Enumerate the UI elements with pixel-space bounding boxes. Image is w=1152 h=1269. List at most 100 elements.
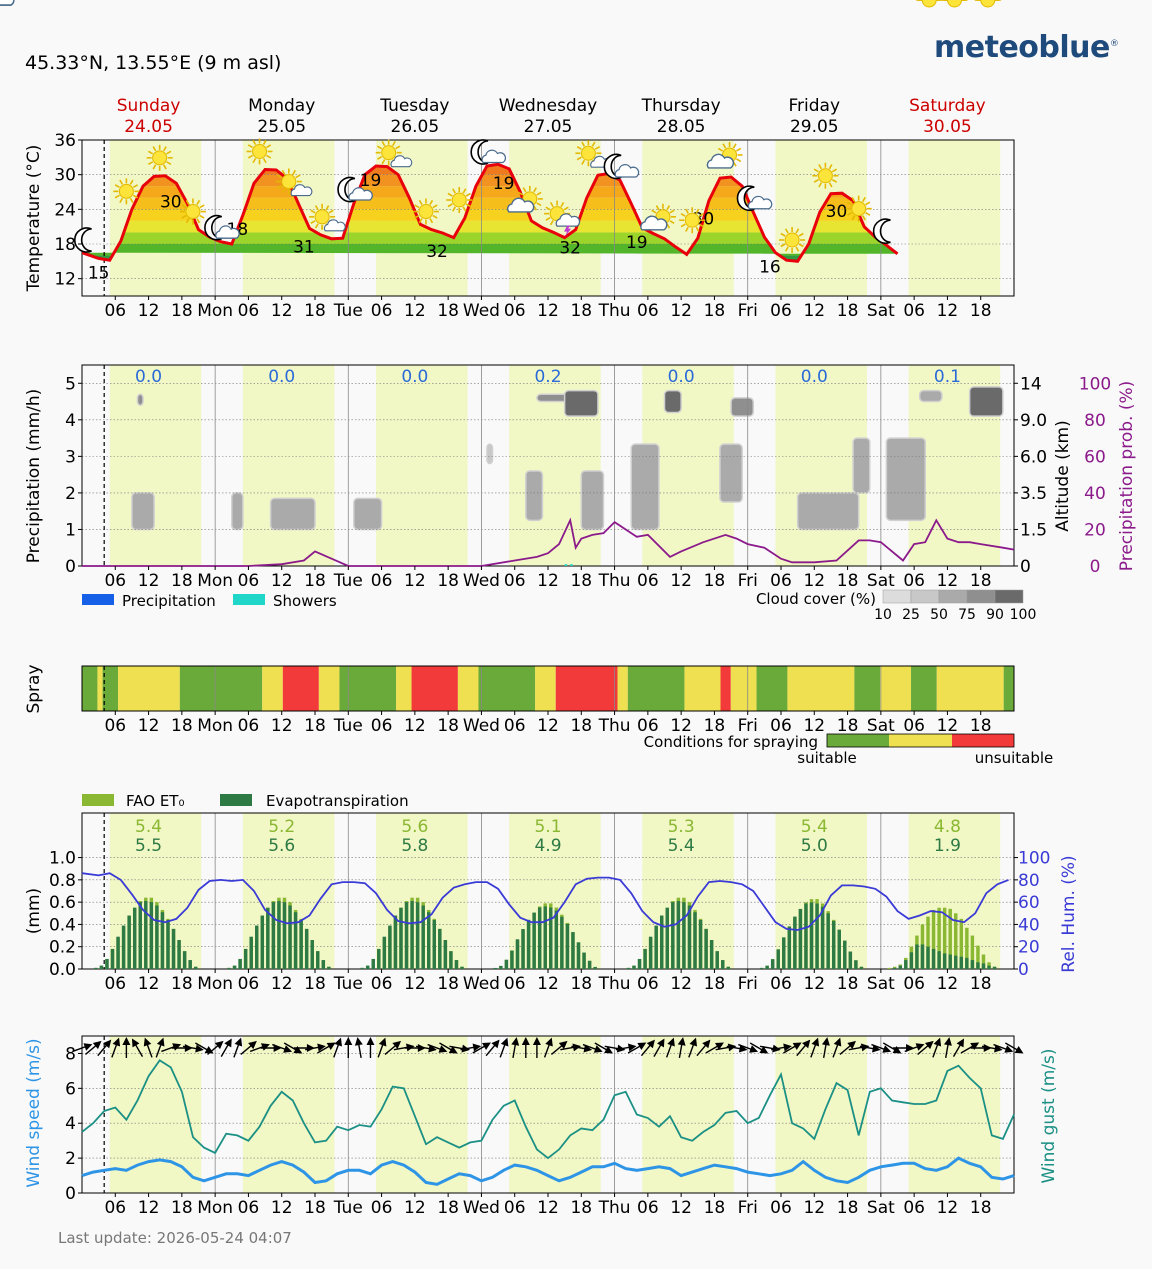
sun-ray [831,168,838,173]
evapo-bar [377,948,381,969]
evapo-bar [321,960,326,969]
spray-segment-suitable [478,666,536,711]
evapo-bar [959,956,964,969]
sun-ray [736,147,742,152]
x-tick-label: 12 [271,1198,293,1218]
cloud-shape [481,149,507,164]
x-tick-label: 12 [537,716,559,736]
x-tick-label: Wed [463,716,500,736]
evapo-bar [637,958,642,969]
evapo-bar [854,960,858,969]
fao-daily-total: 5.4 [135,817,162,837]
temperature-label: 30 [826,202,848,222]
fao-bar [981,954,986,969]
x-tick-label: 12 [803,974,825,994]
sun-ray [185,218,190,224]
x-tick-label: Mon [197,301,233,321]
sun-ray [795,228,800,234]
wind-speed-line [81,1156,1015,1186]
arrow-head [593,1045,603,1053]
sun-disc [381,145,397,161]
sun-disc [314,209,330,225]
evapo-bar [915,944,919,969]
x-tick-label: 06 [104,301,126,321]
x-tick-label: 18 [570,571,592,591]
evapo-bar [144,901,148,969]
spray-segment-unsuitable [720,666,731,711]
x-tick-label: Tue [333,716,363,736]
spray-segment-moderate [396,666,412,711]
x-tick-label: 18 [837,974,859,994]
y-tick-label: 0 [65,1184,76,1204]
sun-ray [462,206,467,212]
y-tick-label: 5 [65,374,76,394]
temperature-label: 32 [426,242,448,262]
moon-cloud-icon [470,139,507,165]
evapo-bar [288,905,292,969]
y-tick-label: 0.8 [49,871,76,891]
wind-direction-arrow [1004,1042,1024,1054]
sun-ray [545,206,551,211]
fao-legend-swatch [82,794,114,806]
x-tick-label: 06 [903,301,925,321]
evapo-bar [404,902,409,969]
cloud-legend-swatch [882,589,912,604]
temperature-axis-label: Temperature (°C) [24,145,44,293]
evapo-bar [393,915,398,969]
cloud-legend-tick: 25 [902,607,920,623]
moon-icon [204,214,223,241]
arrow-head [933,1037,942,1047]
evapo-bar [804,903,808,969]
cloud-icon [747,195,773,210]
x-tick-label: 18 [570,1198,592,1218]
wind-direction-arrow [839,1040,856,1055]
arrow-head [558,1040,568,1050]
evapo-bar [454,960,459,969]
sun-ray [549,201,554,208]
evapo-bar [782,937,786,969]
cloud-shape [640,215,668,231]
cloud-shape [706,153,735,169]
spray-segment-moderate [262,666,283,711]
spray-segment-suitable [82,666,98,711]
evapo-bar [227,967,231,969]
sun-ray [391,141,396,147]
wind-direction-arrow [653,1038,665,1058]
sun-ray [129,197,134,203]
sun-disc [281,174,297,190]
wind-direction-arrow [543,1037,553,1058]
evapo-bar [238,958,242,969]
prob-tick-label: 0 [1090,557,1101,577]
x-tick-label: 18 [837,301,859,321]
cloud-icon [614,164,640,178]
x-tick-label: 12 [937,716,959,736]
arrow-head [689,1037,698,1047]
x-tick-label: 06 [371,974,393,994]
evapo-bar [571,932,575,969]
sun-ray [549,220,554,226]
arrow-head [583,1044,593,1053]
x-tick-label: 12 [670,716,692,736]
moon-shape [603,153,622,180]
sun-ray [432,214,438,219]
x-tick-label: 12 [937,301,959,321]
evapo-bar [787,926,792,969]
x-tick-label: 12 [670,974,692,994]
temperature-band [82,220,898,233]
x-tick-label: 12 [404,716,426,736]
daily-precip-total: 0.2 [534,367,561,387]
daylight-band [109,365,202,566]
arrow-head [702,1039,711,1049]
brand-logo[interactable]: meteoblue® [934,30,1119,65]
sun-ray [281,188,286,194]
shower-bar [564,564,568,566]
evapo-daily-total: 5.4 [668,836,695,856]
cloud-shape [390,155,413,168]
y-tick-label: 4 [65,411,76,431]
evapo-bar [293,912,298,969]
evapo-bar [371,958,375,969]
evapo-bar [449,951,453,969]
arrow-head [627,1043,637,1052]
sun-ray [395,145,401,150]
evapo-daily-total: 1.9 [934,836,961,856]
